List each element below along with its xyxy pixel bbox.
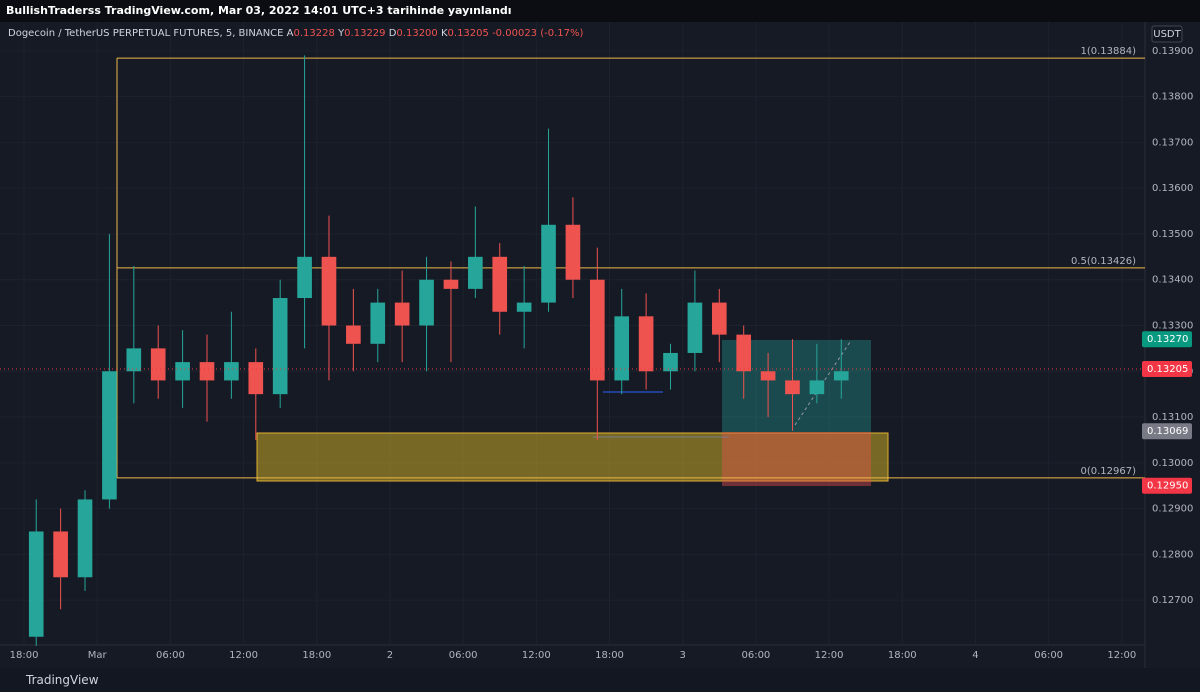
drawings xyxy=(256,340,889,486)
fib-label: 0(0.12967) xyxy=(1080,466,1136,477)
candle-body xyxy=(809,380,825,395)
candle-body xyxy=(687,302,703,353)
demand-zone xyxy=(256,432,889,482)
candle-body xyxy=(663,352,678,372)
x-tick-label: 4 xyxy=(972,650,978,661)
candle-body xyxy=(468,256,483,289)
currency-label: USDT xyxy=(1153,29,1181,40)
x-tick-label: 12:00 xyxy=(522,650,551,661)
candle-body xyxy=(565,224,581,280)
candle-body xyxy=(419,279,434,326)
price-change: -0.00023 (-0.17%) xyxy=(492,28,583,39)
y-tick-label: 0.12900 xyxy=(1152,504,1193,515)
candle-body xyxy=(224,362,239,381)
y-tick-label: 0.13800 xyxy=(1152,92,1193,103)
ohlc-key: K xyxy=(441,28,448,39)
x-tick-label: 06:00 xyxy=(1034,650,1063,661)
candle-body xyxy=(248,362,264,395)
y-tick-label: 0.13600 xyxy=(1152,183,1193,194)
y-tick-label: 0.13100 xyxy=(1152,412,1193,423)
x-tick-label: 12:00 xyxy=(229,650,258,661)
candle-body xyxy=(711,302,727,335)
candle-body xyxy=(443,279,459,289)
x-tick-label: 2 xyxy=(387,650,393,661)
symbol-name: Dogecoin / TetherUS PERPETUAL FUTURES, 5… xyxy=(8,28,283,39)
y-tick-label: 0.13000 xyxy=(1152,458,1193,469)
candle-body xyxy=(541,224,556,303)
x-tick-label: 12:00 xyxy=(815,650,844,661)
x-tick-label: 18:00 xyxy=(595,650,624,661)
position-stop xyxy=(722,432,871,486)
price-badge xyxy=(1142,477,1192,494)
ohlc-key: D xyxy=(389,28,397,39)
chart: Dogecoin / TetherUS PERPETUAL FUTURES, 5… xyxy=(0,22,1200,668)
candle-body xyxy=(736,334,752,372)
candle-body xyxy=(297,256,312,299)
x-tick-label: 18:00 xyxy=(10,650,39,661)
x-tick-label: 06:00 xyxy=(741,650,770,661)
candle-body xyxy=(516,302,532,312)
candle-body xyxy=(614,316,630,381)
candle-body xyxy=(28,531,44,637)
candle-body xyxy=(833,371,849,381)
ohlc-value: 0.13229 xyxy=(344,28,385,39)
symbol-legend: Dogecoin / TetherUS PERPETUAL FUTURES, 5… xyxy=(8,28,583,39)
ohlc-value: 0.13200 xyxy=(396,28,437,39)
candle-body xyxy=(199,362,215,381)
candle-body xyxy=(346,325,361,344)
price-badge xyxy=(1142,360,1192,377)
ohlc-key: A xyxy=(287,28,294,39)
fib-label: 0.5(0.13426) xyxy=(1071,256,1136,267)
price-badge-label: 0.13270 xyxy=(1147,334,1188,345)
candle-body xyxy=(590,279,605,381)
candle-body xyxy=(175,362,190,381)
candle-body xyxy=(150,348,166,381)
price-badge xyxy=(1142,423,1192,440)
price-badge xyxy=(1142,331,1192,348)
price-badge-label: 0.13069 xyxy=(1147,426,1188,437)
currency-box xyxy=(1151,25,1183,43)
y-tick-label: 0.13500 xyxy=(1152,229,1193,240)
tradingview-brand: TradingView xyxy=(0,668,1200,692)
x-tick-label: 06:00 xyxy=(449,650,478,661)
y-tick-label: 0.13400 xyxy=(1152,275,1193,286)
candle-body xyxy=(272,298,288,395)
candle-body xyxy=(370,302,386,344)
y-tick-label: 0.13300 xyxy=(1152,320,1193,331)
x-tick-label: 18:00 xyxy=(302,650,331,661)
x-tick-label: 18:00 xyxy=(888,650,917,661)
x-tick-label: Mar xyxy=(88,650,108,661)
x-tick-label: 3 xyxy=(680,650,686,661)
y-tick-label: 0.13700 xyxy=(1152,137,1193,148)
symbol-info: Dogecoin / TetherUS PERPETUAL FUTURES, 5… xyxy=(8,25,1183,43)
ohlc-key: Y xyxy=(337,28,345,39)
y-tick-label: 0.13900 xyxy=(1152,46,1193,57)
price-badge-label: 0.13205 xyxy=(1147,364,1188,375)
candle-body xyxy=(785,380,800,395)
x-tick-label: 06:00 xyxy=(156,650,185,661)
publish-header: BullishTraderss TradingView.com, Mar 03,… xyxy=(0,0,1200,22)
x-tick-label: 12:00 xyxy=(1107,650,1136,661)
candle-body xyxy=(53,531,68,578)
candle-body xyxy=(77,499,93,578)
ohlc-value: 0.13228 xyxy=(294,28,335,39)
candle-body xyxy=(760,371,776,381)
candle-body xyxy=(492,256,508,312)
price-badge-label: 0.12950 xyxy=(1147,481,1188,492)
candle-body xyxy=(638,316,654,372)
ohlc-value: 0.13205 xyxy=(448,28,489,39)
candle-body xyxy=(102,371,117,500)
candle-body xyxy=(321,256,337,326)
fib-label: 1(0.13884) xyxy=(1080,46,1136,57)
y-tick-label: 0.12800 xyxy=(1152,549,1193,560)
candle-body xyxy=(394,302,410,326)
y-tick-label: 0.12700 xyxy=(1152,595,1193,606)
candle-body xyxy=(126,348,142,372)
